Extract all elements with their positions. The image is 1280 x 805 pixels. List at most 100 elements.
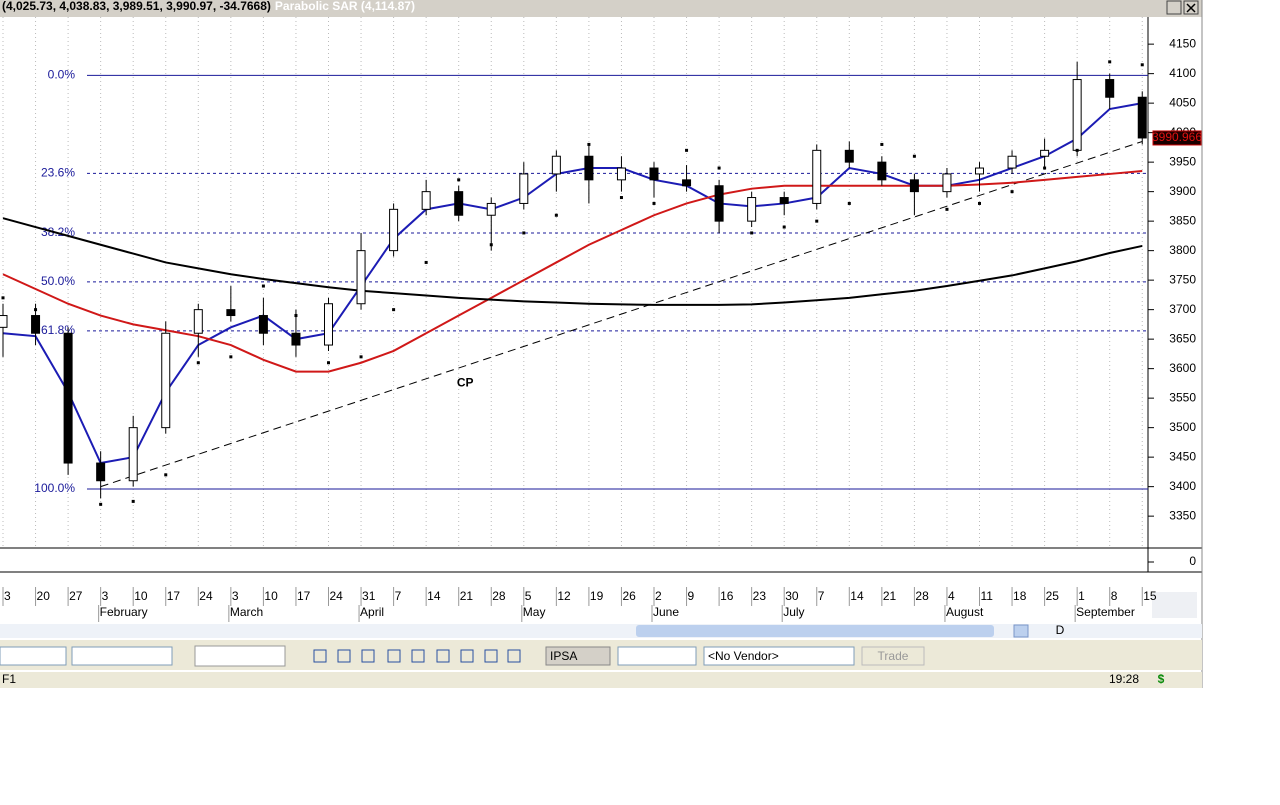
month-label: March bbox=[230, 605, 263, 619]
sar-dot bbox=[782, 225, 786, 229]
candle-body bbox=[486, 202, 496, 216]
sar-dot bbox=[196, 361, 200, 365]
trendline bbox=[100, 141, 1143, 488]
sar-dot bbox=[261, 284, 265, 288]
sar-dot bbox=[978, 201, 981, 205]
candle-body bbox=[714, 185, 724, 222]
candle-body bbox=[551, 155, 561, 175]
symbol: IPSA bbox=[550, 649, 577, 663]
date-label: 17 bbox=[167, 589, 181, 603]
vendor-select[interactable] bbox=[703, 646, 855, 666]
y-tick-label: 3650 bbox=[1169, 331, 1196, 345]
date-label: 9 bbox=[688, 589, 695, 603]
sar-dot bbox=[815, 219, 819, 223]
trade-button[interactable] bbox=[861, 646, 925, 666]
sar-dot bbox=[131, 499, 135, 503]
y-tick-label: 3550 bbox=[1169, 390, 1196, 404]
sar-dot bbox=[359, 355, 363, 359]
candle-body bbox=[1072, 79, 1082, 151]
toolbar-icons bbox=[313, 649, 521, 663]
last-price-box bbox=[1152, 130, 1202, 146]
month-label: February bbox=[100, 605, 148, 619]
date-label: 14 bbox=[427, 589, 441, 603]
date-label: 30 bbox=[785, 589, 799, 603]
sar-dot bbox=[1140, 63, 1144, 67]
sar-dot bbox=[912, 154, 916, 158]
color-palette[interactable] bbox=[194, 645, 286, 667]
y-tick-label: 3450 bbox=[1169, 449, 1196, 463]
date-label: 3 bbox=[102, 589, 109, 603]
quote: (4,025.73, 4,038.83, 3,989.51, 3,990.97,… bbox=[2, 0, 271, 13]
symbol-box[interactable] bbox=[545, 646, 611, 666]
candle-body bbox=[193, 309, 203, 334]
restore-button[interactable] bbox=[1166, 0, 1182, 15]
candle-body bbox=[1137, 96, 1147, 139]
date-label: 18 bbox=[1013, 589, 1027, 603]
date-label: 4 bbox=[948, 589, 955, 603]
candle-body bbox=[291, 332, 301, 346]
candle-body bbox=[682, 179, 692, 187]
sar-dot bbox=[685, 148, 689, 152]
sar-dot bbox=[1075, 148, 1079, 152]
date-label: 24 bbox=[199, 589, 213, 603]
annotation: CP bbox=[457, 376, 474, 390]
candle-body bbox=[779, 197, 789, 204]
date-label: 17 bbox=[297, 589, 311, 603]
scroll-thumb[interactable] bbox=[636, 625, 994, 637]
period-select[interactable] bbox=[617, 646, 697, 666]
sar-dot bbox=[457, 178, 461, 182]
status-key: F1 bbox=[2, 672, 16, 686]
date-label: 28 bbox=[492, 589, 506, 603]
candle-body bbox=[0, 315, 8, 328]
candle-body bbox=[421, 191, 431, 210]
last-price: 3990.966 bbox=[1152, 130, 1202, 144]
candle-body bbox=[975, 167, 984, 175]
date-label: 20 bbox=[37, 589, 51, 603]
candle-body bbox=[226, 309, 236, 317]
month-label: August bbox=[946, 605, 984, 619]
sar-dot bbox=[1043, 166, 1047, 170]
line-style-select[interactable] bbox=[0, 646, 67, 666]
mode-button[interactable]: D bbox=[1056, 623, 1065, 637]
sar-dot bbox=[424, 260, 428, 264]
candle-body bbox=[942, 173, 952, 193]
fib-label: 100.0% bbox=[34, 481, 75, 495]
volume-tick-label: 0 bbox=[1189, 554, 1196, 568]
sar-dot bbox=[522, 231, 526, 235]
y-tick-label: 3950 bbox=[1169, 154, 1196, 168]
candle-body bbox=[747, 197, 757, 222]
sar-dot bbox=[587, 142, 591, 146]
corner-box bbox=[1152, 592, 1197, 618]
sar-dot bbox=[392, 308, 396, 312]
candle-body bbox=[128, 427, 138, 482]
candle-body bbox=[584, 155, 594, 181]
date-label: 8 bbox=[1111, 589, 1118, 603]
candle-body bbox=[454, 191, 464, 216]
candle-body bbox=[519, 173, 529, 204]
sar-dot bbox=[327, 361, 330, 365]
y-tick-label: 3850 bbox=[1169, 213, 1196, 227]
sar-dot bbox=[652, 201, 656, 205]
sar-dot bbox=[945, 207, 949, 211]
candle-body bbox=[844, 149, 854, 163]
y-tick-label: 3800 bbox=[1169, 243, 1196, 257]
date-label: 14 bbox=[850, 589, 864, 603]
trade-label: Trade bbox=[878, 649, 909, 663]
y-tick-label: 4150 bbox=[1169, 36, 1196, 50]
date-label: 24 bbox=[330, 589, 344, 603]
date-label: 12 bbox=[557, 589, 571, 603]
sar-dot bbox=[229, 355, 233, 359]
scroll-right[interactable] bbox=[1013, 624, 1029, 638]
month-label: May bbox=[523, 605, 546, 619]
date-label: 1 bbox=[1078, 589, 1085, 603]
line-width-select[interactable] bbox=[71, 646, 173, 666]
fib-label: 50.0% bbox=[41, 274, 75, 288]
candle-body bbox=[161, 332, 171, 429]
status-bar bbox=[0, 672, 1202, 688]
candle-body bbox=[877, 161, 887, 181]
sar-dot bbox=[294, 314, 298, 318]
title-bar bbox=[0, 0, 1202, 17]
sar-dot bbox=[750, 231, 754, 235]
fib-label: 23.6% bbox=[41, 166, 75, 180]
